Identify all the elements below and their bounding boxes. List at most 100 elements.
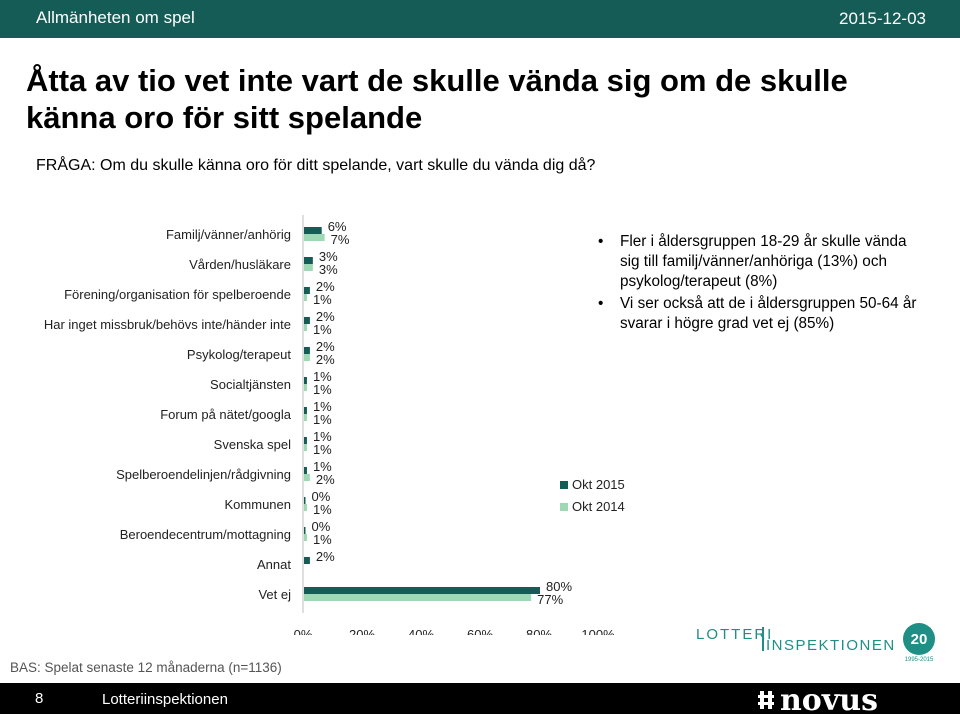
category-label: Forum på nätet/googla (160, 407, 292, 422)
x-tick-label: 20% (349, 627, 375, 635)
data-label: 2% (316, 339, 335, 354)
bar-okt-2014 (304, 354, 310, 361)
bar-okt-2014 (304, 324, 307, 331)
data-label: 2% (316, 549, 335, 564)
finding-text: Vi ser också att de i åldersgruppen 50-6… (620, 295, 917, 332)
data-label: 2% (316, 352, 335, 367)
data-label: 1% (313, 442, 332, 457)
date-label: 2015-12-03 (839, 9, 926, 28)
x-tick-label: 60% (467, 627, 493, 635)
bullet-icon: • (598, 233, 604, 250)
category-label: Har inget missbruk/behövs inte/händer in… (44, 317, 291, 332)
bar-okt-2015 (304, 227, 322, 234)
bar-okt-2014 (304, 474, 310, 481)
data-label: 3% (319, 262, 338, 277)
data-label: 1% (313, 369, 332, 384)
logo-divider (762, 627, 764, 651)
bar-okt-2015 (304, 587, 540, 594)
finding-item: • Vi ser också att de i åldersgruppen 50-… (598, 294, 928, 334)
data-label: 0% (312, 519, 331, 534)
legend-label: Okt 2015 (572, 477, 625, 492)
category-label: Vården/husläkare (189, 257, 291, 272)
category-label: Förening/organisation för spelberoende (64, 287, 291, 302)
bar-okt-2015 (304, 497, 306, 504)
base-note: BAS: Spelat senaste 12 månaderna (n=1136… (10, 660, 282, 675)
bar-okt-2014 (304, 384, 307, 391)
anniversary-badge (903, 623, 935, 655)
data-label: 1% (313, 399, 332, 414)
lotteriinspektionen-logo: LOTTERI INSPEKTIONEN 20 1995-2015 (696, 623, 935, 662)
data-label: 2% (316, 279, 335, 294)
data-label: 2% (316, 472, 335, 487)
legend-label: Okt 2014 (572, 499, 625, 514)
bar-okt-2014 (304, 264, 313, 271)
bar-okt-2015 (304, 257, 313, 264)
section-title: Allmänheten om spel (36, 8, 195, 27)
data-label: 1% (313, 459, 332, 474)
novus-logo: novus (758, 683, 878, 714)
category-label: Socialtjänsten (210, 377, 291, 392)
category-label: Svenska spel (214, 437, 291, 452)
badge-number: 20 (911, 631, 928, 648)
findings-list: • Fler i åldersgruppen 18-29 år skulle vä… (598, 232, 928, 336)
bar-okt-2014 (304, 504, 307, 511)
bar-okt-2014 (304, 234, 325, 241)
data-label: 1% (313, 292, 332, 307)
data-label: 77% (537, 592, 563, 607)
data-label: 1% (313, 382, 332, 397)
bar-okt-2014 (304, 594, 532, 601)
bar-okt-2014 (304, 294, 307, 301)
footer-bar: 8 Lotteriinspektionen novus (0, 683, 960, 714)
data-label: 7% (331, 232, 350, 247)
bar-chart: Familj/vänner/anhörig 6%7% Vården/husläkar… (44, 215, 625, 635)
data-label: 1% (313, 532, 332, 547)
page-number: 8 (35, 690, 44, 707)
badge-years: 1995-2015 (905, 657, 934, 662)
bullet-icon: • (598, 295, 604, 312)
finding-item: • Fler i åldersgruppen 18-29 år skulle vä… (598, 232, 928, 292)
x-tick-label: 40% (408, 627, 434, 635)
data-label: 3% (319, 249, 338, 264)
category-label: Kommunen (225, 497, 291, 512)
category-label: Annat (257, 557, 291, 572)
data-label: 1% (313, 322, 332, 337)
category-label: Familj/vänner/anhörig (166, 227, 291, 242)
slide-title: Åtta av tio vet inte vart de skulle vänd… (26, 63, 848, 135)
bar-okt-2015 (304, 527, 306, 534)
bar-okt-2014 (304, 414, 307, 421)
data-label: 6% (328, 219, 347, 234)
data-label: 80% (546, 579, 572, 594)
x-tick-label: 0% (294, 627, 313, 635)
footer-org: Lotteriinspektionen (102, 691, 228, 708)
category-label: Vet ej (258, 587, 291, 602)
bar-okt-2015 (304, 377, 307, 384)
top-bar: Allmänheten om spel 2015-12-03 (0, 0, 960, 38)
bar-okt-2015 (304, 467, 307, 474)
data-label: 1% (313, 429, 332, 444)
data-label: 1% (313, 412, 332, 427)
question-text: FRÅGA: Om du skulle känna oro för ditt s… (36, 157, 596, 174)
bar-okt-2015 (304, 407, 307, 414)
data-label: 0% (312, 489, 331, 504)
finding-text: Fler i åldersgruppen 18-29 år skulle vän… (620, 233, 907, 290)
x-tick-label: 100% (581, 627, 615, 635)
bar-okt-2015 (304, 287, 310, 294)
bar-okt-2015 (304, 347, 310, 354)
bar-okt-2015 (304, 437, 307, 444)
bar-okt-2015 (304, 317, 310, 324)
novus-wordmark: novus (780, 683, 878, 714)
category-label: Beroendecentrum/mottagning (120, 527, 291, 542)
logo-line1: LOTTERI (696, 626, 773, 643)
logo-line2: INSPEKTIONEN (766, 637, 896, 654)
x-tick-label: 80% (526, 627, 552, 635)
bar-okt-2014 (304, 444, 307, 451)
data-label: 1% (313, 502, 332, 517)
bar-okt-2015 (304, 557, 310, 564)
legend-swatch (560, 481, 568, 489)
data-label: 2% (316, 309, 335, 324)
category-label: Spelberoendelinjen/rådgivning (116, 467, 291, 482)
novus-hash-icon (758, 691, 774, 709)
category-label: Psykolog/terapeut (187, 347, 291, 362)
legend-swatch (560, 503, 568, 511)
bar-okt-2014 (304, 534, 307, 541)
